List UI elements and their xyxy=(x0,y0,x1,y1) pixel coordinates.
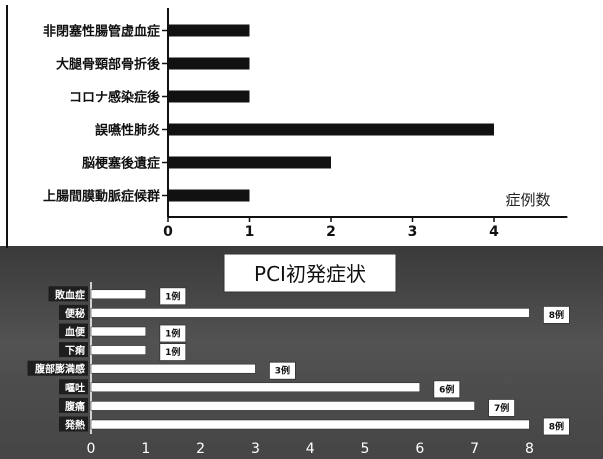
x-tick-label-4: 4 xyxy=(306,441,315,457)
category-label-5: 嘔吐 xyxy=(65,381,85,394)
bar-5 xyxy=(168,189,250,202)
x-tick-label-3: 3 xyxy=(408,224,418,240)
category-label-7: 発熱 xyxy=(64,419,85,432)
bar-1 xyxy=(168,57,250,70)
bar-3 xyxy=(90,345,147,355)
bar-4 xyxy=(168,156,331,169)
x-tick-label-4: 4 xyxy=(489,224,499,240)
data-label-6: 7例 xyxy=(494,402,509,414)
category-label-1: 大腿骨頸部骨折後 xyxy=(56,57,161,73)
x-tick-label-5: 5 xyxy=(361,441,370,457)
data-label-1: 8例 xyxy=(549,309,564,321)
data-label-box-6 xyxy=(488,398,516,417)
category-label-box-5 xyxy=(59,379,88,395)
data-label-box-5 xyxy=(433,380,461,399)
data-label-7: 8例 xyxy=(549,421,564,433)
data-label-3: 1例 xyxy=(165,346,180,358)
data-label-box-3 xyxy=(159,343,187,362)
x-tick-label-2: 2 xyxy=(326,224,336,240)
data-label-5: 6例 xyxy=(439,383,454,395)
category-label-box-3 xyxy=(59,342,88,358)
chart-title: PCI初発症状 xyxy=(254,262,366,286)
category-label-3: 下痢 xyxy=(65,344,85,357)
bar-6 xyxy=(90,401,475,411)
category-label-2: 血便 xyxy=(65,326,86,339)
category-label-0: 非閉塞性腸管虚血症 xyxy=(43,24,160,40)
x-tick-label-7: 7 xyxy=(470,441,479,457)
data-label-box-1 xyxy=(543,305,570,324)
x-tick-label-0: 0 xyxy=(163,224,173,240)
data-label-2: 1例 xyxy=(165,328,180,340)
category-label-4: 脳梗塞後遺症 xyxy=(82,156,160,172)
category-label-box-0 xyxy=(48,286,88,302)
x-tick-label-8: 8 xyxy=(525,441,534,457)
data-label-0: 1例 xyxy=(165,290,180,302)
x-tick-label-2: 2 xyxy=(196,441,205,457)
x-tick-label-3: 3 xyxy=(251,441,260,457)
cases-chart: 症例数 非閉塞性腸管虚血症大腿骨頸部骨折後コロナ感染症後誤嚥性肺炎脳梗塞後遺症上… xyxy=(6,5,568,248)
bar-2 xyxy=(90,326,147,337)
category-label-5: 上腸間膜動脈症候群 xyxy=(43,189,160,205)
data-label-box-0 xyxy=(159,287,187,306)
category-label-3: 誤嚥性肺炎 xyxy=(95,123,160,139)
x-tick-label-1: 1 xyxy=(245,224,255,240)
bar-1 xyxy=(90,308,530,318)
bar-3 xyxy=(168,123,494,136)
data-label-4: 3例 xyxy=(275,365,290,377)
category-label-box-4 xyxy=(27,360,88,376)
category-label-0: 敗血症 xyxy=(55,288,85,301)
cases-x-axis-label: 症例数 xyxy=(505,191,550,209)
data-label-box-4 xyxy=(268,361,296,380)
category-label-box-2 xyxy=(59,323,88,339)
category-label-1: 便秘 xyxy=(65,307,85,320)
x-tick-label-1: 1 xyxy=(141,441,150,457)
category-label-4: 腹部膨満感 xyxy=(35,363,85,376)
bar-0 xyxy=(90,289,147,300)
x-tick-label-0: 0 xyxy=(87,441,96,457)
category-label-box-7 xyxy=(59,416,88,432)
category-label-6: 腹痛 xyxy=(65,400,85,413)
bar-7 xyxy=(90,419,530,430)
bar-2 xyxy=(168,90,250,103)
category-label-box-6 xyxy=(59,397,88,413)
data-label-box-2 xyxy=(159,324,187,343)
x-tick-label-6: 6 xyxy=(415,441,424,457)
chart-title-box xyxy=(223,253,397,293)
bar-5 xyxy=(90,382,421,393)
bar-0 xyxy=(168,24,250,37)
category-label-box-1 xyxy=(59,304,88,320)
bar-4 xyxy=(90,363,256,374)
category-label-2: コロナ感染症後 xyxy=(69,90,161,106)
top-chart-panel xyxy=(0,0,603,246)
data-label-box-7 xyxy=(543,417,570,436)
